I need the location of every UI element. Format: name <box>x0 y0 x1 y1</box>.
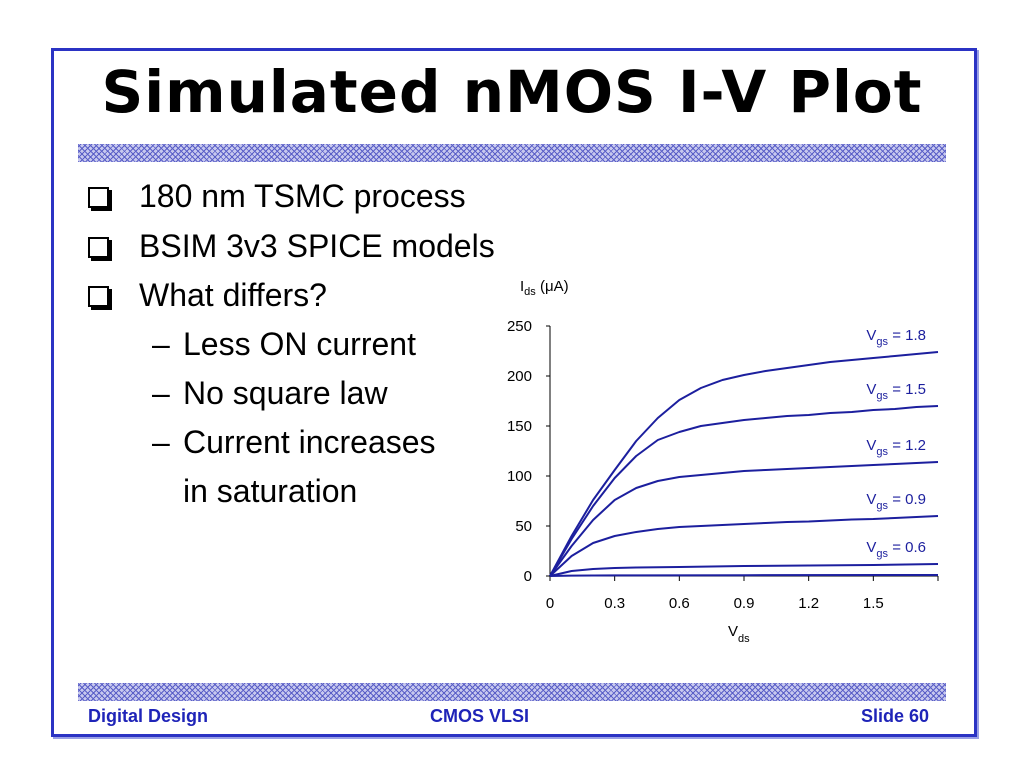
x-tick-label: 1.5 <box>863 595 884 612</box>
series-line <box>549 351 939 577</box>
series-line <box>549 461 939 577</box>
series-label: Vgs = 1.5 <box>866 381 926 402</box>
y-tick-label: 0 <box>524 568 532 585</box>
x-tick-label: 0.9 <box>734 595 755 612</box>
x-axis-label: Vds <box>728 623 750 645</box>
slide-frame <box>51 48 977 737</box>
y-tick-label: 200 <box>507 368 532 385</box>
x-tick-label: 0 <box>546 595 554 612</box>
x-tick-label: 0.3 <box>604 595 625 612</box>
y-tick-label: 100 <box>507 468 532 485</box>
series-label: Vgs = 1.8 <box>866 327 926 348</box>
dash-bullet: – <box>152 424 170 460</box>
y-tick-label: 250 <box>507 318 532 335</box>
footer-center: CMOS VLSI <box>430 706 530 726</box>
square-bullet-icon <box>88 286 109 307</box>
series-label: Vgs = 1.2 <box>866 437 926 458</box>
x-tick-label: 0.6 <box>669 595 690 612</box>
sub-bullet-text: No square law <box>183 375 388 411</box>
series-line <box>549 563 939 577</box>
plot-series: Vgs = 1.8 Vgs = 1.5 Vgs = 1.2 Vgs = 0.9 Vgs … <box>549 327 939 577</box>
slide-title: Simulated nMOS I-V Plot <box>101 58 923 126</box>
x-tick-label: 1.2 <box>798 595 819 612</box>
y-axis-label: Ids (μA) <box>520 278 569 298</box>
bullet-text: 180 nm TSMC process <box>139 178 466 214</box>
dash-bullet: – <box>152 375 170 411</box>
bullet-text: BSIM 3v3 SPICE models <box>139 228 495 264</box>
series-line <box>549 515 939 577</box>
series-label: Vgs = 0.9 <box>866 491 926 512</box>
series-line <box>549 574 939 577</box>
square-bullet-icon <box>88 237 109 258</box>
dash-bullet: – <box>152 326 170 362</box>
bullet-text: What differs? <box>139 277 327 313</box>
y-tick-label: 150 <box>507 418 532 435</box>
footer-right: Slide 60 <box>861 706 930 726</box>
y-tick-label: 50 <box>515 518 532 535</box>
square-bullet-icon <box>88 187 109 208</box>
sub-bullet-text: in saturation <box>183 473 358 509</box>
title-separator-bar <box>78 144 946 162</box>
sub-bullet-text: Less ON current <box>183 326 416 362</box>
sub-bullet-text: Current increases <box>183 424 436 460</box>
footer-separator-bar <box>78 683 946 701</box>
footer-left: Digital Design <box>88 706 209 726</box>
series-line <box>549 405 939 577</box>
series-label: Vgs = 0.6 <box>866 539 926 560</box>
